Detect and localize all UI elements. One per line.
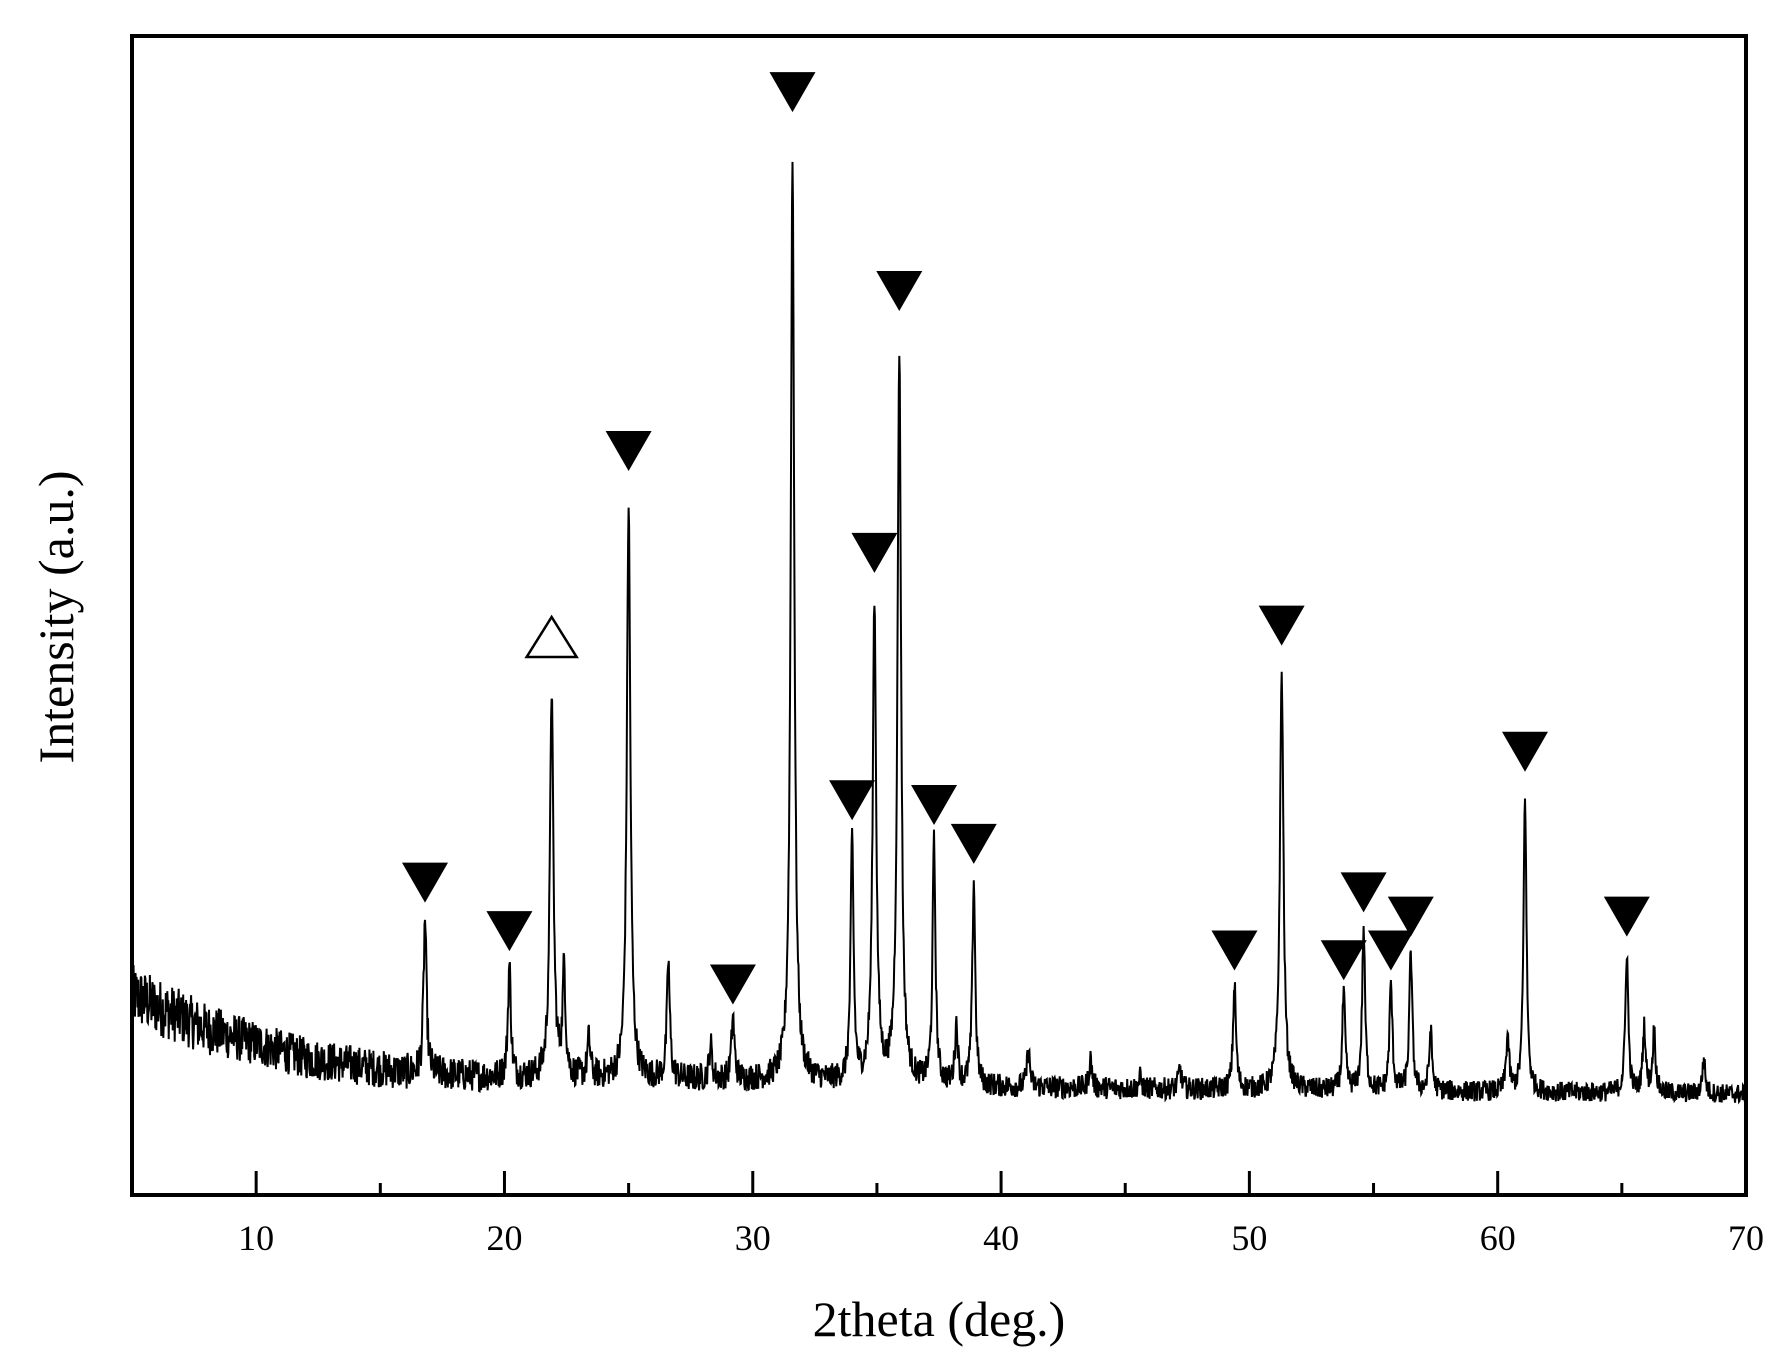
- filled-triangle-marker: [950, 823, 997, 864]
- plot-area: [132, 161, 1746, 1105]
- x-tick-label: 30: [735, 1218, 771, 1258]
- filled-triangle-marker: [1387, 896, 1434, 937]
- filled-triangle-marker: [769, 72, 816, 113]
- x-tick-label: 70: [1728, 1218, 1764, 1258]
- filled-triangle-marker: [876, 270, 923, 311]
- x-axis-tick-labels: 10 20 30 40 50 60 70: [238, 1218, 1764, 1258]
- filled-triangle-marker: [605, 431, 652, 471]
- filled-triangle-marker: [709, 964, 756, 1005]
- filled-triangle-marker: [1211, 930, 1258, 971]
- x-tick-label: 20: [486, 1218, 522, 1258]
- plot-frame: [130, 34, 1748, 1197]
- filled-triangle-marker: [402, 862, 449, 903]
- filled-triangle-marker: [1367, 930, 1414, 971]
- filled-triangle-marker: [1320, 940, 1367, 981]
- filled-triangle-marker: [829, 780, 876, 821]
- filled-triangle-marker: [1340, 872, 1387, 913]
- x-tick-label: 10: [238, 1218, 274, 1258]
- peak-markers: [402, 72, 1650, 1005]
- filled-triangle-marker: [1603, 896, 1650, 937]
- x-tick-label: 60: [1480, 1218, 1516, 1258]
- x-axis-ticks: [254, 1171, 1748, 1195]
- filled-triangle-marker: [1502, 731, 1549, 772]
- x-tick-label: 50: [1231, 1218, 1267, 1258]
- x-axis-title: 2theta (deg.): [813, 1291, 1066, 1347]
- y-axis-title: Intensity (a.u.): [28, 471, 84, 764]
- filled-triangle-marker: [851, 532, 898, 573]
- filled-triangle-marker: [911, 785, 958, 826]
- xrd-pattern-line: [132, 161, 1746, 1105]
- filled-triangle-marker: [1258, 605, 1305, 646]
- filled-triangle-marker: [486, 911, 533, 952]
- x-tick-label: 40: [983, 1218, 1019, 1258]
- open-triangle-marker: [524, 614, 579, 659]
